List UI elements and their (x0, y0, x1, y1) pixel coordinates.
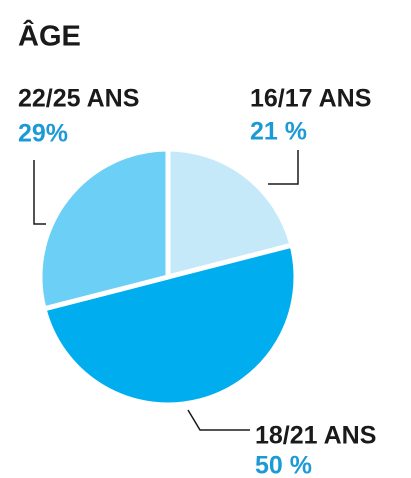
leader-line (33, 160, 46, 225)
slice-label: 18/21 ANS (255, 422, 376, 450)
pie-slice (40, 242, 299, 408)
leader-line (268, 150, 299, 185)
slice-label: 16/17 ANS (250, 85, 371, 113)
slice-label: 22/25 ANS (18, 85, 139, 113)
slice-value-label: 29% (18, 120, 68, 148)
leader-line (187, 409, 250, 431)
slice-value-label: 50 % (255, 452, 312, 478)
slice-value-label: 21 % (250, 118, 307, 146)
pie-slice (37, 146, 171, 312)
chart-title: ÂGE (18, 19, 81, 53)
pie-slice (165, 146, 296, 281)
